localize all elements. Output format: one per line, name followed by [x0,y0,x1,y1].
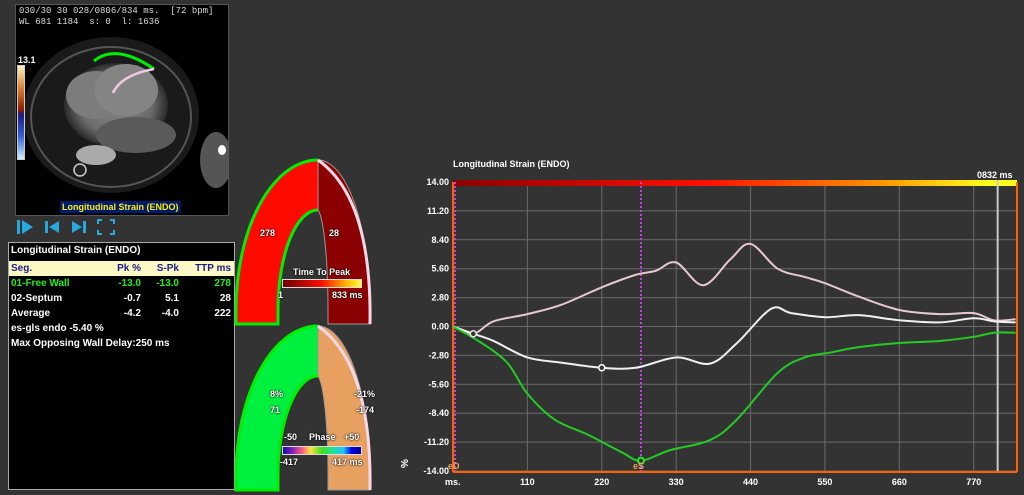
peak-value: -0.7 [123,293,141,304]
ttp-value: 28 [219,293,231,304]
svg-text:14.00: 14.00 [426,177,449,187]
chart-title: Longitudinal Strain (ENDO) [453,159,570,169]
ttp-left-value: 278 [260,228,276,238]
stats-header-row: Seg. Pk % S-Pk TTP ms [9,261,234,276]
svg-text:440: 440 [743,477,758,487]
seg-name: 02-Septum [11,293,63,304]
ttp-legend-title: Time To Peak [293,267,351,277]
mri-image [23,37,228,193]
svg-text:770: 770 [966,477,981,487]
svg-text:11.20: 11.20 [427,206,449,216]
svg-text:-14.00: -14.00 [423,466,449,476]
svg-text:110: 110 [520,477,535,487]
svg-text:660: 660 [892,477,907,487]
colorbar-max-label: 13.1 [18,55,36,65]
svg-text:330: 330 [669,477,684,487]
viewer-title: Longitudinal Strain (ENDO) [60,201,181,213]
svg-text:-5.60: -5.60 [428,379,449,389]
phase-legend-min: -417 [280,457,299,467]
s-peak-value: -13.0 [156,278,179,289]
playback-toolbar [16,218,115,236]
ttp-legend-colorbar [282,279,362,288]
svg-text:-11.20: -11.20 [424,437,449,447]
table-row[interactable]: 02-Septum -0.7 5.1 28 [9,291,234,306]
s-peak-value: -4.0 [161,308,179,319]
next-frame-button[interactable] [70,219,88,235]
seg-name: Average [11,308,51,319]
header-ttp: TTP ms [195,263,231,274]
time-to-peak-gauge: 278 28 Time To Peak 1 833 ms [234,158,374,328]
stats-title: Longitudinal Strain (ENDO) [11,245,141,256]
phase-legend-max-label: +50 [344,432,360,442]
peak-value: -4.2 [123,308,141,319]
previous-frame-icon [45,221,59,233]
cursor-time-label: 0832 ms [977,170,1013,180]
es-marker-label: eS [633,461,645,471]
table-row[interactable]: Average -4.2 -4.0 222 [9,306,234,321]
seg-name: 01-Free Wall [11,278,70,289]
mri-viewer[interactable]: 030/30 30 028/0806/834 ms. [72 bpm] WL 6… [15,4,229,216]
phase-right-pct: -21% [354,389,376,399]
svg-text:220: 220 [594,477,609,487]
phase-legend-max: 417 ms [332,457,363,467]
phase-left-pct: 8% [270,389,284,399]
x-axis-unit: ms. [445,477,461,487]
previous-frame-button[interactable] [43,219,61,235]
phase-right-value: -174 [356,405,375,415]
ttp-value: 278 [214,278,231,289]
ttp-right-value: 28 [329,228,340,238]
es-gls-value: es-gls endo -5.40 % [11,323,104,334]
strain-stats-panel: Longitudinal Strain (ENDO) Seg. Pk % S-P… [8,242,235,490]
ttp-legend-max: 833 ms [332,290,363,300]
ttp-value: 222 [214,308,231,319]
play-icon [17,220,33,234]
svg-text:8.40: 8.40 [431,235,449,245]
viewer-info-timing: 030/30 30 028/0806/834 ms. [72 bpm] [19,6,214,16]
phase-legend-min-label: -50 [284,432,298,442]
table-row[interactable]: 01-Free Wall -13.0 -13.0 278 [9,276,234,291]
svg-text:2.80: 2.80 [431,293,449,303]
header-pk: Pk % [117,263,141,274]
phase-gauge: 8% 71 -21% -174 -50 Phase +50 -417 417 m… [234,324,376,494]
header-spk: S-Pk [156,263,179,274]
peak-value: -13.0 [118,278,141,289]
ed-marker-label: eD [448,461,460,471]
header-seg: Seg. [11,263,33,274]
s-peak-value: 5.1 [165,293,179,304]
max-wall-delay-value: Max Opposing Wall Delay:250 ms [11,338,170,349]
svg-text:-8.40: -8.40 [428,408,449,418]
svg-text:-2.80: -2.80 [428,350,449,360]
svg-text:5.60: 5.60 [431,264,449,274]
play-button[interactable] [16,219,34,235]
viewer-info-window-level: WL 681 1184 s: 0 l: 1636 [19,17,160,27]
strain-colorbar [17,65,25,160]
fullscreen-icon [97,219,115,235]
fullscreen-button[interactable] [97,219,115,235]
next-frame-icon [72,221,86,233]
svg-text:0.00: 0.00 [431,322,449,332]
phase-left-value: 71 [270,405,281,415]
ttp-legend-min: 1 [278,290,284,300]
phase-legend-colorbar [282,446,362,455]
svg-text:550: 550 [817,477,832,487]
y-axis-unit: % [399,459,411,468]
phase-legend-title: Phase [309,432,336,442]
